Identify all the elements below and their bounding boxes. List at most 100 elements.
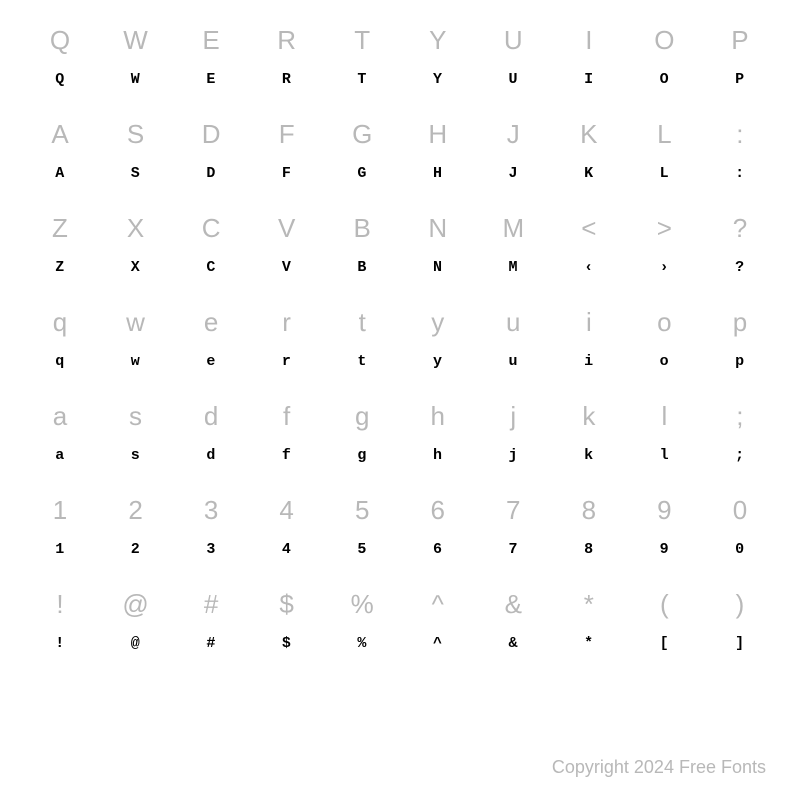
glyph-char: Z bbox=[30, 250, 90, 286]
glyph-char: T bbox=[332, 62, 392, 98]
reference-char: 6 bbox=[408, 488, 468, 532]
glyph-char: M bbox=[483, 250, 543, 286]
reference-char: d bbox=[181, 394, 241, 438]
reference-char: S bbox=[106, 112, 166, 156]
reference-char: a bbox=[30, 394, 90, 438]
glyph-char: G bbox=[332, 156, 392, 192]
reference-char: ) bbox=[710, 582, 770, 626]
glyph-char: N bbox=[408, 250, 468, 286]
reference-char: g bbox=[332, 394, 392, 438]
glyph-char: P bbox=[710, 62, 770, 98]
reference-char: H bbox=[408, 112, 468, 156]
reference-char: W bbox=[106, 18, 166, 62]
reference-char: 9 bbox=[634, 488, 694, 532]
glyph-char: 4 bbox=[257, 532, 317, 568]
reference-char: K bbox=[559, 112, 619, 156]
glyph-char: H bbox=[408, 156, 468, 192]
glyph-char: ^ bbox=[408, 626, 468, 662]
reference-char: @ bbox=[106, 582, 166, 626]
glyph-row: ASDFGHJKL: bbox=[30, 156, 770, 192]
reference-char: R bbox=[257, 18, 317, 62]
reference-char: q bbox=[30, 300, 90, 344]
glyph-row: 1234567890 bbox=[30, 532, 770, 568]
glyph-char: Y bbox=[408, 62, 468, 98]
glyph-char: e bbox=[181, 344, 241, 380]
reference-char: u bbox=[483, 300, 543, 344]
char-row-pair: QWERTYUIOPQWERTYUIOP bbox=[30, 18, 770, 98]
glyph-char: B bbox=[332, 250, 392, 286]
glyph-char: O bbox=[634, 62, 694, 98]
glyph-char: I bbox=[559, 62, 619, 98]
reference-char: l bbox=[634, 394, 694, 438]
reference-char: E bbox=[181, 18, 241, 62]
glyph-char: h bbox=[408, 438, 468, 474]
reference-char: V bbox=[257, 206, 317, 250]
reference-char: $ bbox=[257, 582, 317, 626]
reference-char: r bbox=[257, 300, 317, 344]
glyph-char: $ bbox=[257, 626, 317, 662]
glyph-char: [ bbox=[634, 626, 694, 662]
glyph-char: A bbox=[30, 156, 90, 192]
reference-char: L bbox=[634, 112, 694, 156]
reference-row: asdfghjkl; bbox=[30, 394, 770, 438]
reference-char: 0 bbox=[710, 488, 770, 532]
glyph-char: E bbox=[181, 62, 241, 98]
font-character-map: QWERTYUIOPQWERTYUIOP ASDFGHJKL:ASDFGHJKL:… bbox=[0, 0, 800, 662]
reference-char: ; bbox=[710, 394, 770, 438]
glyph-char: o bbox=[634, 344, 694, 380]
glyph-row: asdfghjkl; bbox=[30, 438, 770, 474]
char-row-pair: ASDFGHJKL:ASDFGHJKL: bbox=[30, 112, 770, 192]
glyph-char: 0 bbox=[710, 532, 770, 568]
glyph-char: # bbox=[181, 626, 241, 662]
reference-char: ? bbox=[710, 206, 770, 250]
glyph-char: 3 bbox=[181, 532, 241, 568]
reference-char: 3 bbox=[181, 488, 241, 532]
reference-char: 4 bbox=[257, 488, 317, 532]
glyph-char: K bbox=[559, 156, 619, 192]
char-row-pair: qwertyuiopqwertyuiop bbox=[30, 300, 770, 380]
glyph-char: @ bbox=[106, 626, 166, 662]
reference-char: % bbox=[332, 582, 392, 626]
glyph-char: ? bbox=[710, 250, 770, 286]
reference-char: B bbox=[332, 206, 392, 250]
glyph-char: C bbox=[181, 250, 241, 286]
char-row-pair: 12345678901234567890 bbox=[30, 488, 770, 568]
reference-char: I bbox=[559, 18, 619, 62]
glyph-char: 1 bbox=[30, 532, 90, 568]
glyph-char: * bbox=[559, 626, 619, 662]
glyph-char: U bbox=[483, 62, 543, 98]
reference-char: 7 bbox=[483, 488, 543, 532]
reference-char: # bbox=[181, 582, 241, 626]
reference-char: U bbox=[483, 18, 543, 62]
glyph-char: f bbox=[257, 438, 317, 474]
glyph-char: 9 bbox=[634, 532, 694, 568]
glyph-char: 7 bbox=[483, 532, 543, 568]
reference-row: ZXCVBNM<>? bbox=[30, 206, 770, 250]
reference-char: X bbox=[106, 206, 166, 250]
reference-row: ASDFGHJKL: bbox=[30, 112, 770, 156]
reference-char: o bbox=[634, 300, 694, 344]
glyph-char: 6 bbox=[408, 532, 468, 568]
char-row-pair: ZXCVBNM<>?ZXCVBNM‹›? bbox=[30, 206, 770, 286]
glyph-char: 5 bbox=[332, 532, 392, 568]
reference-char: h bbox=[408, 394, 468, 438]
reference-char: : bbox=[710, 112, 770, 156]
reference-char: j bbox=[483, 394, 543, 438]
reference-char: O bbox=[634, 18, 694, 62]
reference-char: s bbox=[106, 394, 166, 438]
glyph-char: ‹ bbox=[559, 250, 619, 286]
reference-row: !@#$%^&*() bbox=[30, 582, 770, 626]
glyph-char: : bbox=[710, 156, 770, 192]
glyph-char: % bbox=[332, 626, 392, 662]
reference-char: t bbox=[332, 300, 392, 344]
reference-char: A bbox=[30, 112, 90, 156]
glyph-char: F bbox=[257, 156, 317, 192]
reference-row: qwertyuiop bbox=[30, 300, 770, 344]
glyph-char: i bbox=[559, 344, 619, 380]
glyph-char: d bbox=[181, 438, 241, 474]
reference-row: QWERTYUIOP bbox=[30, 18, 770, 62]
reference-char: C bbox=[181, 206, 241, 250]
glyph-char: & bbox=[483, 626, 543, 662]
reference-char: N bbox=[408, 206, 468, 250]
glyph-char: q bbox=[30, 344, 90, 380]
